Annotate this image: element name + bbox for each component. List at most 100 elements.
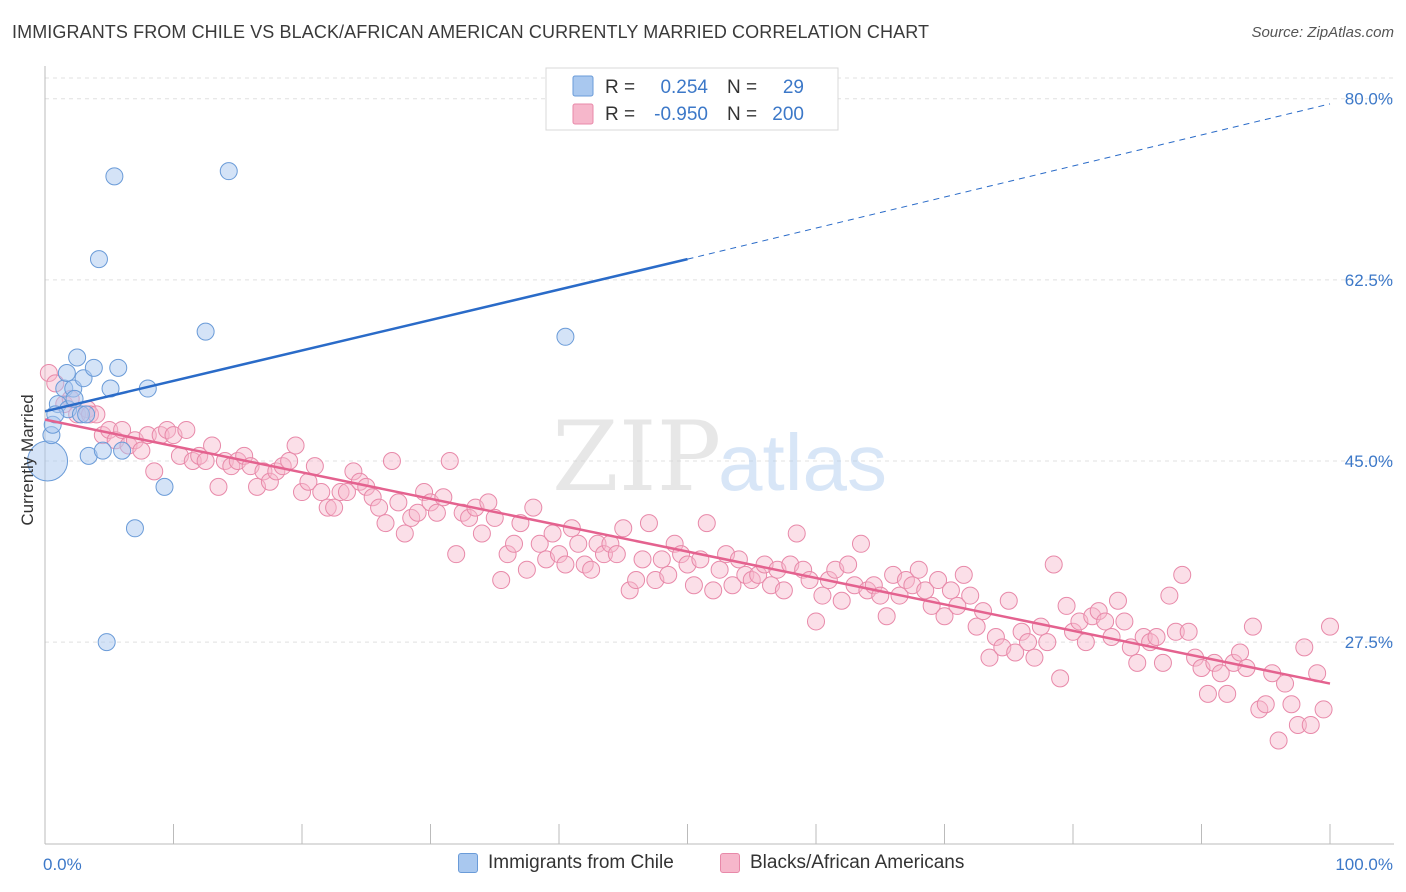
data-point-blacks	[697, 514, 716, 533]
data-point-blacks	[344, 462, 363, 481]
y-tick-label: 62.5%	[1345, 271, 1393, 290]
data-point-blacks	[472, 524, 491, 543]
data-point-chile	[219, 162, 238, 181]
data-point-blacks	[839, 555, 858, 574]
data-point-blacks	[498, 545, 517, 564]
data-point-blacks	[492, 571, 511, 590]
data-point-blacks	[1269, 731, 1288, 750]
legend-r-value-1: 0.254	[660, 77, 708, 98]
y-axis-title: Currently Married	[18, 394, 37, 525]
data-point-blacks	[254, 462, 273, 481]
chart-title: IMMIGRANTS FROM CHILE VS BLACK/AFRICAN A…	[12, 22, 930, 42]
bottom-legend: Immigrants from Chile Blacks/African Ame…	[0, 852, 1406, 880]
data-point-blacks	[961, 586, 980, 605]
data-point-blacks	[1282, 695, 1301, 714]
series-chile-points	[27, 162, 575, 652]
data-point-blacks	[1115, 612, 1134, 631]
data-point-blacks	[1243, 617, 1262, 636]
legend-n-label-1: N =	[727, 77, 757, 98]
data-point-blacks	[524, 498, 543, 517]
data-point-blacks	[280, 452, 299, 470]
data-point-blacks	[209, 477, 228, 496]
data-point-blacks	[1012, 622, 1031, 641]
data-point-blacks	[877, 607, 896, 626]
data-point-chile	[84, 358, 103, 377]
legend-r-label-1: R =	[605, 77, 635, 98]
legend-swatch-blacks	[572, 103, 594, 125]
legend-label-chile: Immigrants from Chile	[488, 852, 674, 873]
data-point-blacks	[1321, 617, 1339, 636]
data-point-blacks	[807, 612, 825, 631]
trend-line-blacks	[44, 418, 1331, 685]
data-point-blacks	[704, 581, 723, 600]
data-point-blacks	[999, 591, 1018, 610]
watermark-zip: ZIP	[552, 401, 721, 513]
watermark: ZIP atlas	[552, 401, 887, 513]
legend-swatch-chile-bottom	[458, 853, 478, 873]
legend-n-value-2: 200	[772, 104, 804, 125]
data-point-chile	[77, 405, 96, 424]
data-point-blacks	[1173, 565, 1192, 584]
data-point-blacks	[1218, 684, 1237, 703]
data-point-blacks	[293, 483, 311, 502]
data-point-blacks	[980, 648, 999, 667]
data-point-blacks	[286, 436, 305, 455]
data-point-chile	[97, 633, 116, 652]
data-point-blacks	[832, 591, 851, 610]
data-point-blacks	[1038, 633, 1057, 652]
data-point-blacks	[1128, 653, 1147, 672]
data-point-blacks	[1198, 684, 1217, 703]
stats-legend: R = 0.254 N = 29 R = -0.950 N = 200	[545, 67, 839, 131]
data-point-blacks	[1076, 633, 1095, 652]
data-point-blacks	[954, 565, 973, 584]
data-point-blacks	[614, 519, 633, 538]
data-point-blacks	[723, 576, 742, 595]
data-point-blacks	[787, 524, 806, 543]
data-point-blacks	[1166, 622, 1185, 641]
data-point-blacks	[1051, 669, 1070, 688]
data-point-blacks	[39, 364, 58, 383]
data-point-blacks	[530, 534, 549, 553]
data-point-blacks	[729, 550, 748, 569]
data-point-chile	[155, 477, 174, 496]
data-point-blacks	[1231, 643, 1250, 662]
trend-line-chile	[44, 257, 688, 413]
data-point-blacks	[569, 534, 588, 553]
data-point-chile	[109, 358, 128, 377]
data-point-blacks	[916, 581, 935, 600]
data-point-blacks	[639, 514, 658, 533]
data-point-blacks	[774, 581, 793, 600]
data-point-chile	[93, 441, 112, 460]
data-point-blacks	[337, 483, 356, 502]
data-point-blacks	[582, 560, 601, 579]
data-point-blacks	[1301, 715, 1320, 734]
data-point-blacks	[1096, 612, 1115, 631]
data-point-blacks	[1108, 591, 1127, 610]
legend-swatch-chile	[572, 75, 594, 97]
data-point-blacks	[440, 452, 459, 470]
data-point-blacks	[260, 472, 279, 491]
trend-line-chile-extension	[687, 103, 1331, 260]
data-point-blacks	[800, 571, 819, 590]
data-point-blacks	[543, 524, 562, 543]
data-point-blacks	[652, 550, 671, 569]
data-point-blacks	[941, 581, 960, 600]
data-point-blacks	[132, 441, 151, 460]
data-point-blacks	[1314, 700, 1333, 719]
legend-swatch-blacks-bottom	[720, 853, 740, 873]
data-point-chile	[113, 441, 132, 460]
x-tick-label: 100.0%	[1335, 855, 1393, 874]
legend-n-label-2: N =	[727, 104, 757, 125]
source-label: Source: ZipAtlas.com	[1251, 24, 1394, 41]
legend-label-blacks: Blacks/African Americans	[750, 852, 965, 873]
data-point-blacks	[1019, 633, 1038, 652]
axes	[44, 66, 1394, 845]
data-point-chile	[57, 364, 76, 383]
data-point-blacks	[607, 545, 626, 564]
data-point-blacks	[460, 508, 479, 527]
data-point-blacks	[1179, 622, 1198, 641]
data-point-blacks	[376, 514, 395, 533]
data-point-chile	[105, 167, 124, 186]
data-point-blacks	[408, 503, 427, 522]
